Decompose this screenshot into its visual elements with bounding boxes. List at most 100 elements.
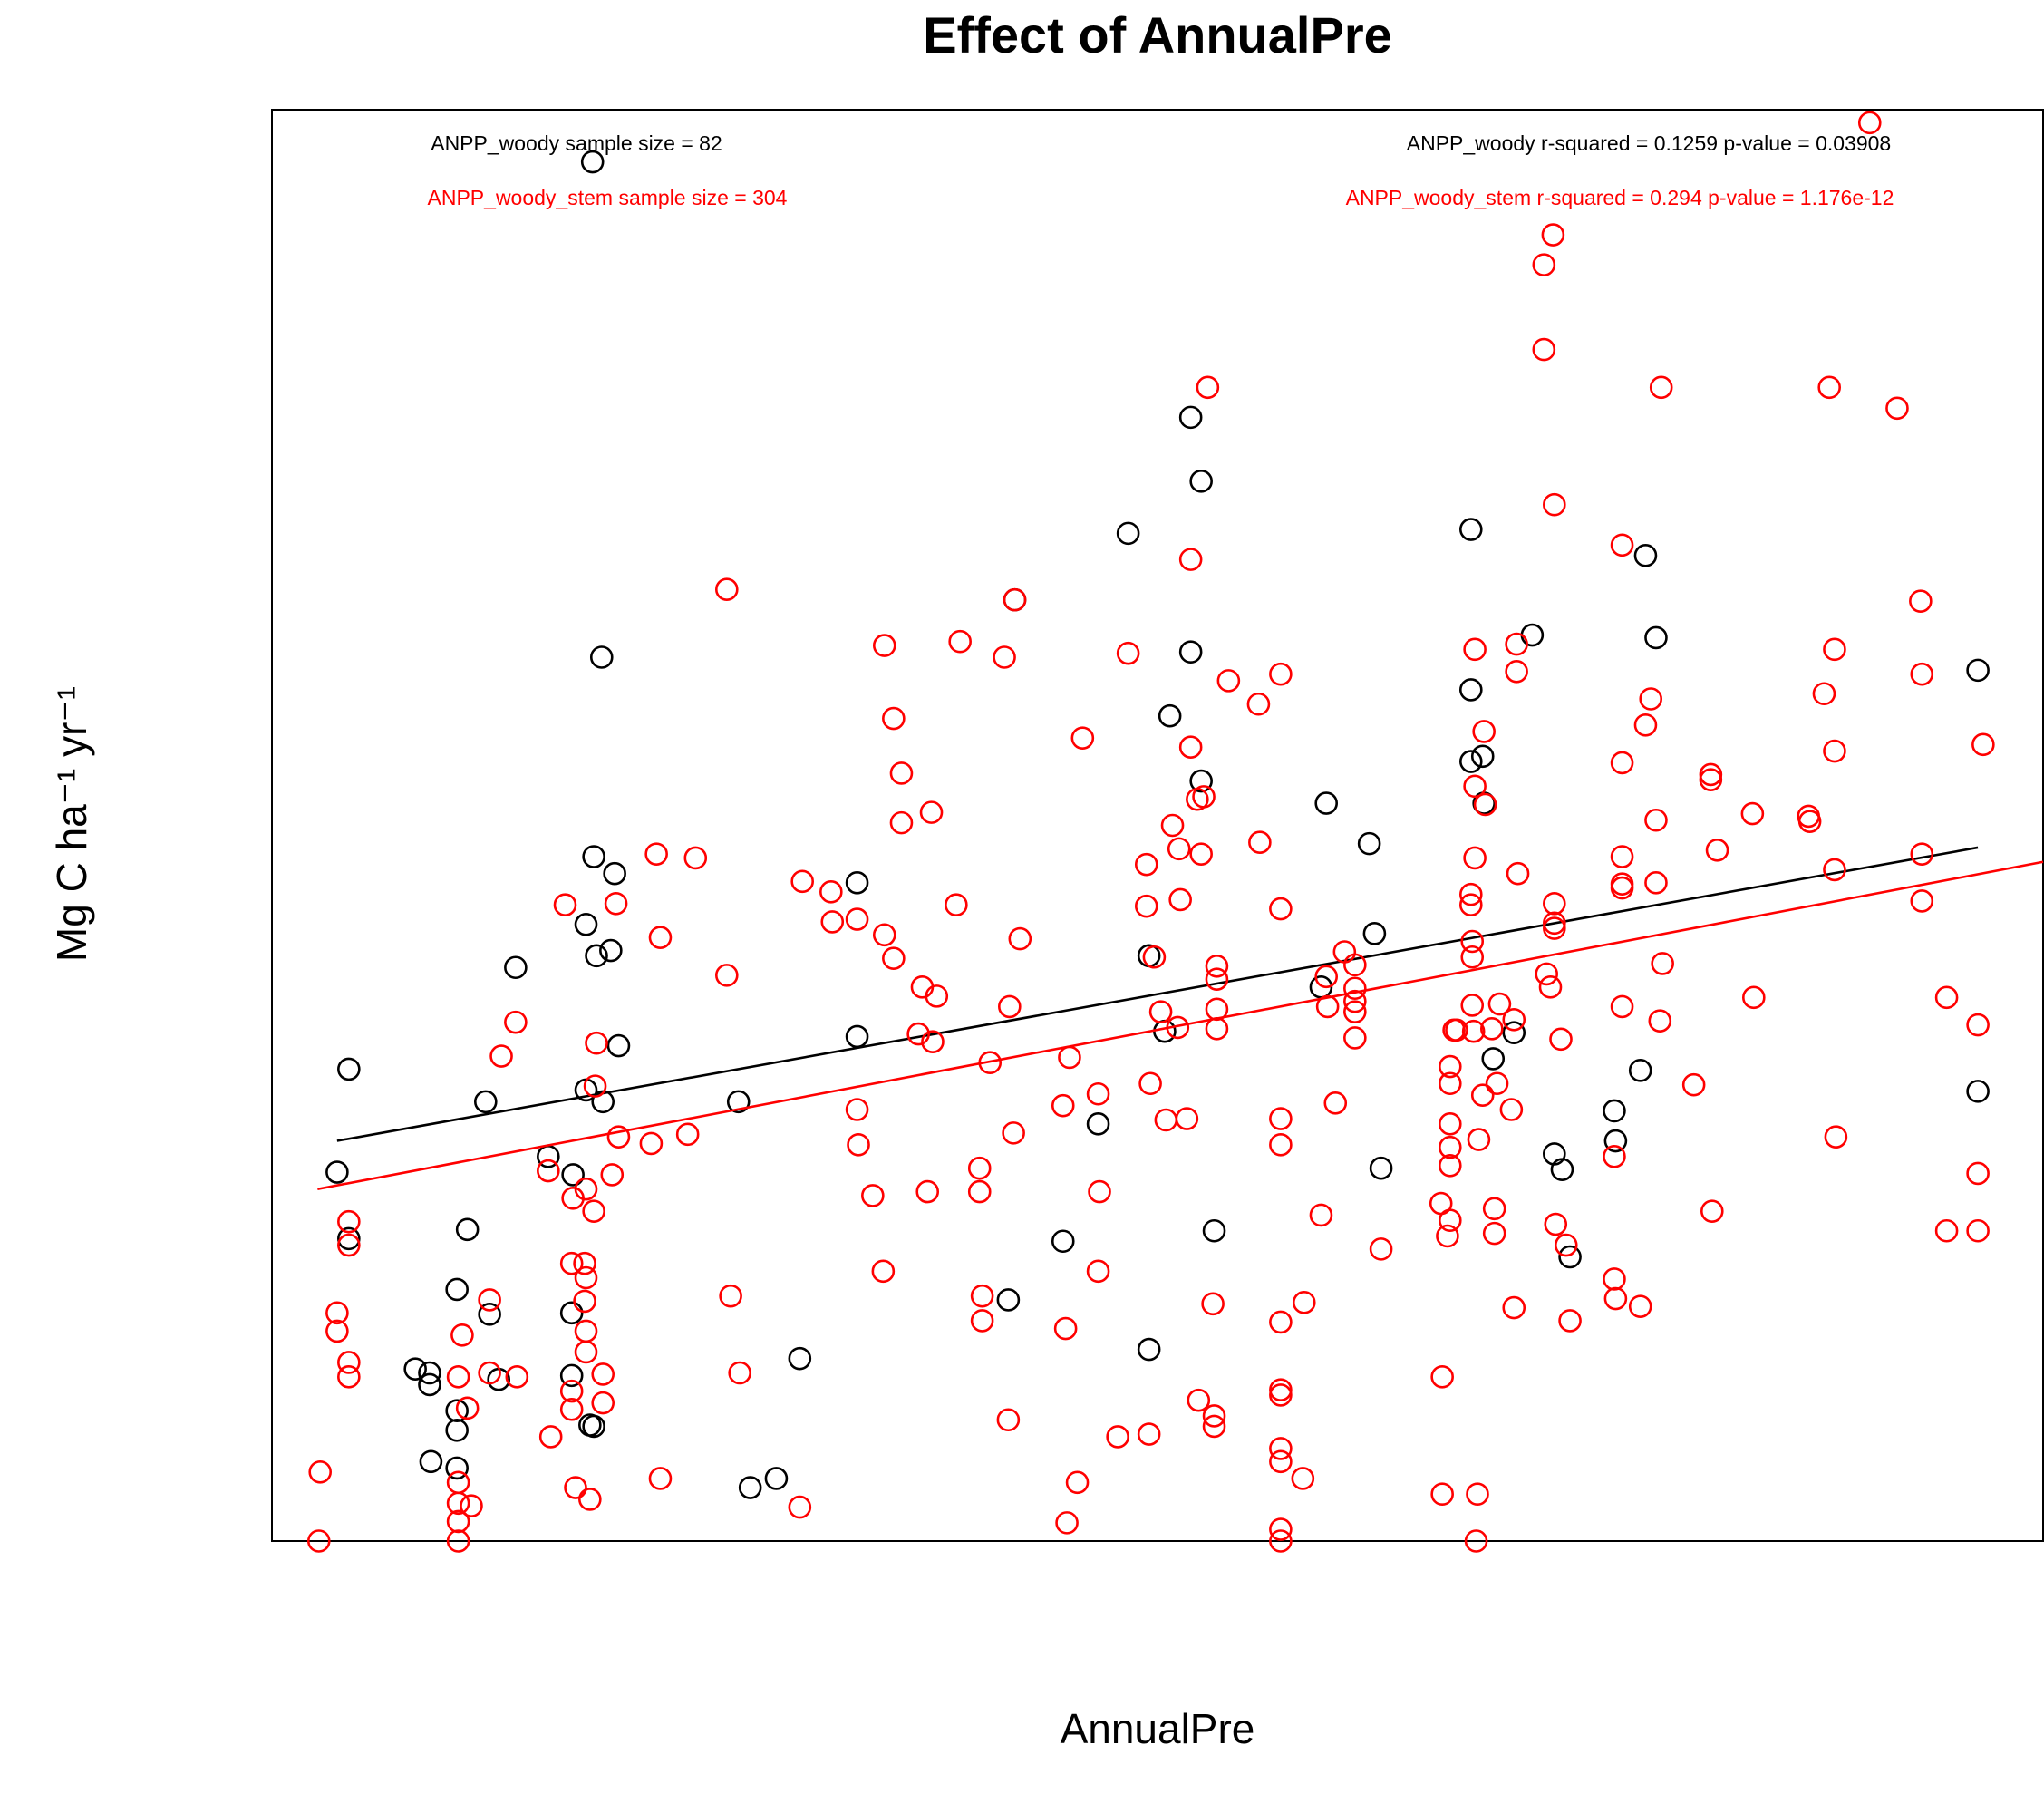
scatter-point <box>574 1319 598 1343</box>
scatter-point <box>1603 1129 1628 1153</box>
scatter-point <box>1086 1259 1110 1284</box>
scatter-point <box>738 1476 762 1499</box>
scatter-point <box>582 1199 605 1223</box>
scatter-point <box>504 955 528 980</box>
scatter-point <box>1438 1054 1462 1079</box>
scatter-point <box>1966 1218 1990 1243</box>
scatter-point <box>1205 1017 1229 1041</box>
scatter-point <box>478 1302 501 1326</box>
scatter-point <box>1053 1316 1078 1341</box>
scatter-point <box>1175 1107 1199 1130</box>
scatter-point <box>1116 521 1140 546</box>
scatter-point <box>1202 1404 1226 1428</box>
scatter-point <box>1269 662 1293 686</box>
scatter-point <box>1008 926 1032 951</box>
annotation: ANPP_woody r-squared = 0.1259 p-value = … <box>1407 131 1891 155</box>
scatter-point <box>403 1357 427 1381</box>
scatter-point <box>925 984 949 1008</box>
scatter-point <box>585 944 608 968</box>
scatter-point <box>1178 405 1203 430</box>
fit-line <box>336 846 1979 1142</box>
scatter-point <box>1189 842 1213 866</box>
scatter-point <box>882 706 906 731</box>
scatter-point <box>1538 975 1563 999</box>
scatter-point <box>1058 1045 1081 1070</box>
scatter-point <box>1502 1021 1526 1044</box>
scatter-point <box>505 1365 529 1389</box>
scatter-point <box>1644 625 1668 650</box>
scatter-point <box>1543 911 1566 936</box>
scatter-point <box>1558 1245 1582 1269</box>
scatter-point <box>308 1459 332 1484</box>
scatter-point <box>1137 1337 1161 1362</box>
scatter-point <box>1189 470 1213 493</box>
scatter-point <box>1205 955 1229 978</box>
scatter-point <box>788 1346 812 1371</box>
scatter-point <box>446 1365 470 1389</box>
scatter-point <box>1458 678 1483 702</box>
scatter-point <box>337 1057 361 1081</box>
scatter-point <box>1168 887 1192 912</box>
scatter-point <box>1357 831 1381 856</box>
scatter-point <box>559 1251 584 1275</box>
scatter-point <box>1460 994 1485 1017</box>
scatter-point <box>872 923 896 947</box>
scatter-point <box>1343 953 1367 977</box>
scatter-point <box>582 1414 605 1439</box>
scatter-point <box>1003 587 1027 612</box>
scatter-point <box>889 761 914 785</box>
scatter-point <box>1742 985 1766 1010</box>
scatter-point <box>820 910 845 934</box>
scatter-point <box>325 1319 349 1343</box>
scatter-point <box>1055 1511 1079 1535</box>
scatter-point <box>1817 375 1841 400</box>
scatter-point <box>591 1362 615 1386</box>
scatter-point <box>1482 1197 1506 1221</box>
scatter-point <box>948 629 972 654</box>
scatter-point <box>1002 1121 1025 1145</box>
scatter-point <box>455 1396 480 1420</box>
scatter-point <box>1160 813 1185 838</box>
scatter-point <box>915 1179 940 1204</box>
scatter-point <box>1502 1295 1526 1320</box>
scatter-point <box>1070 726 1095 750</box>
scatter-point <box>1314 791 1338 815</box>
scatter-point <box>489 1044 513 1068</box>
scatter-point <box>1610 845 1634 868</box>
scatter-point <box>1644 808 1668 832</box>
scatter-point <box>906 1022 930 1046</box>
scatter-point <box>1202 1414 1226 1439</box>
scatter-point <box>478 1288 501 1312</box>
scatter-point <box>1472 720 1496 743</box>
scatter-point <box>337 1365 361 1389</box>
scatter-point <box>1202 1218 1226 1243</box>
scatter-point <box>1544 1212 1568 1236</box>
scatter-point <box>1269 1107 1293 1130</box>
scatter-point <box>970 1309 994 1333</box>
scatter-point <box>446 1509 470 1534</box>
scatter-point <box>504 1010 528 1034</box>
scatter-point <box>1857 111 1882 135</box>
scatter-point <box>445 1399 469 1422</box>
scatter-point <box>1269 1383 1293 1407</box>
scatter-point <box>1438 1071 1462 1096</box>
scatter-point <box>418 1372 441 1397</box>
scatter-point <box>1699 768 1723 791</box>
scatter-point <box>1460 929 1485 954</box>
scatter-point <box>1153 1019 1177 1043</box>
scatter-point <box>1332 940 1357 964</box>
annotation: ANPP_woody sample size = 82 <box>431 131 722 155</box>
scatter-point <box>1487 992 1512 1016</box>
scatter-point <box>845 1024 869 1049</box>
scatter-point <box>553 893 577 917</box>
scatter-point <box>1269 1517 1293 1541</box>
scatter-point <box>1558 1309 1582 1333</box>
scatter-point <box>1699 762 1723 787</box>
scatter-point <box>1910 889 1934 913</box>
scatter-point <box>1610 994 1634 1019</box>
scatter-point <box>1205 967 1229 991</box>
scatter-point <box>1639 687 1663 711</box>
scatter-point <box>1966 658 1990 683</box>
scatter-point <box>683 846 708 870</box>
scatter-point <box>644 842 668 866</box>
